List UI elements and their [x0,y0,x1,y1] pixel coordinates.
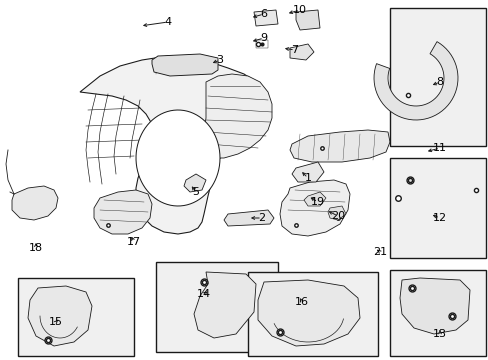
Text: 3: 3 [216,55,223,65]
Text: 4: 4 [164,17,171,27]
Polygon shape [399,278,469,334]
Polygon shape [136,110,220,206]
Bar [247,272,377,356]
Text: 21: 21 [372,247,386,257]
Bar [389,8,485,146]
Text: 13: 13 [432,329,446,339]
Polygon shape [373,42,457,120]
Text: 8: 8 [436,77,443,87]
Polygon shape [224,210,273,226]
Text: 15: 15 [49,317,63,327]
Polygon shape [289,130,389,162]
Text: 1: 1 [304,173,311,183]
Text: 12: 12 [432,213,446,223]
Bar [389,158,485,258]
Text: 16: 16 [294,297,308,307]
Polygon shape [152,54,218,76]
Text: 9: 9 [260,33,267,43]
Polygon shape [304,192,325,206]
Bar [18,278,134,356]
Text: 17: 17 [127,237,141,247]
Polygon shape [80,56,267,234]
Polygon shape [28,286,92,346]
Polygon shape [183,174,205,192]
Polygon shape [253,10,278,26]
Text: 18: 18 [29,243,43,253]
Text: 7: 7 [291,45,298,55]
Polygon shape [327,206,346,220]
Polygon shape [289,44,313,60]
Polygon shape [258,280,359,346]
Text: 19: 19 [310,197,325,207]
Polygon shape [291,162,324,182]
Text: 2: 2 [258,213,265,223]
Polygon shape [280,180,349,236]
Text: 20: 20 [330,211,345,221]
Bar [389,270,485,356]
Text: 11: 11 [432,143,446,153]
Text: 6: 6 [260,9,267,19]
Polygon shape [194,272,256,338]
Text: 5: 5 [192,187,199,197]
Polygon shape [94,190,152,234]
Text: 10: 10 [292,5,306,15]
Text: 14: 14 [197,289,211,299]
Polygon shape [295,10,319,30]
Polygon shape [12,186,58,220]
Polygon shape [203,74,271,158]
Bar [156,262,278,352]
